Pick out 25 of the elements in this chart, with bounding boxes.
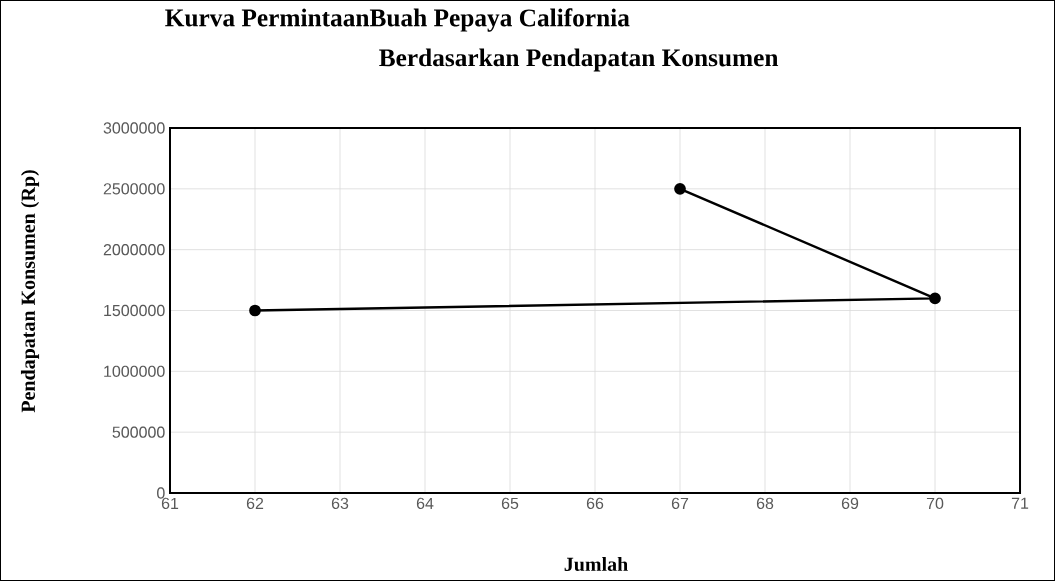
y-tick-label: 3000000 xyxy=(103,122,165,134)
x-tick-label: 70 xyxy=(926,497,944,510)
point xyxy=(249,304,261,317)
y-axis-title: Pendapatan Konsumen (Rp) xyxy=(20,170,40,413)
x-axis-title: Jumlah xyxy=(564,556,628,572)
x-tick-label: 66 xyxy=(586,497,604,510)
chart-subtitle: Berdasarkan Pendapatan Konsumen xyxy=(379,48,779,72)
x-tick-label: 62 xyxy=(246,497,264,510)
x-tick-label: 67 xyxy=(671,497,689,510)
y-tick-label: 1500000 xyxy=(104,304,165,317)
x-tick-label: 63 xyxy=(331,497,349,510)
y-tick-label: 2500000 xyxy=(103,183,165,195)
point xyxy=(674,182,686,195)
y-tick-label: 1000000 xyxy=(104,365,165,377)
y-tick-label: 2000000 xyxy=(103,244,165,256)
x-tick-label: 61 xyxy=(161,497,179,510)
x-tick-label: 68 xyxy=(756,497,774,510)
x-tick-label: 69 xyxy=(841,497,859,510)
point xyxy=(929,292,941,305)
y-tick-label: 500000 xyxy=(112,426,165,438)
x-tick-label: 71 xyxy=(1011,497,1029,509)
y-tick-label: 0 xyxy=(157,487,165,499)
chart-title: Kurva PermintaanBuah Pepaya California xyxy=(165,8,630,32)
x-tick-label: 64 xyxy=(416,497,434,510)
x-tick-label: 65 xyxy=(501,497,519,510)
